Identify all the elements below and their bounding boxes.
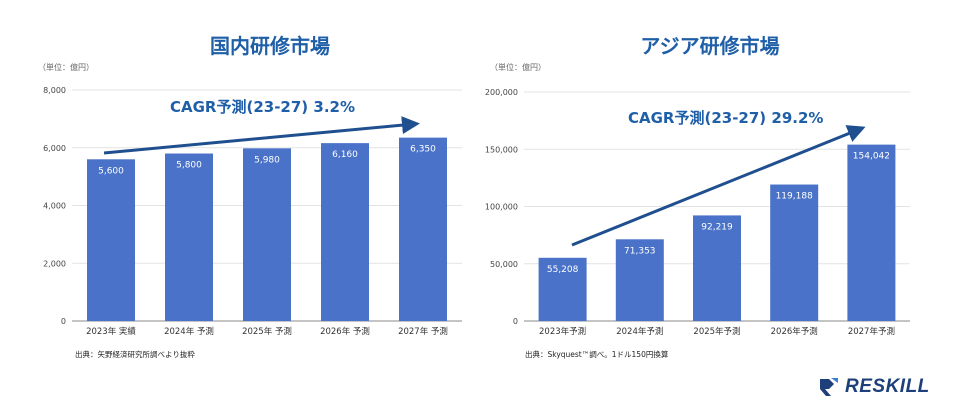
bar bbox=[243, 148, 291, 321]
bar bbox=[693, 215, 741, 321]
bar bbox=[538, 257, 587, 321]
bar bbox=[165, 153, 213, 321]
chart-title-domestic: 国内研修市場 bbox=[210, 34, 330, 58]
y-tick-label: 200,000 bbox=[485, 88, 518, 97]
trend-arrow bbox=[103, 116, 420, 155]
bar-value-label: 5,600 bbox=[98, 166, 124, 176]
reskill-logo-icon bbox=[820, 378, 838, 396]
x-category-label: 2025年予測 bbox=[693, 326, 740, 337]
y-tick-label: 50,000 bbox=[490, 260, 518, 269]
bar-value-label: 6,160 bbox=[332, 150, 358, 160]
y-tick-label: 150,000 bbox=[485, 145, 518, 154]
logo-text: RESKILL bbox=[845, 376, 930, 397]
source-note: 出典：Skyquest™調べ。1ドル150円換算 bbox=[525, 349, 669, 359]
y-tick-label: 8,000 bbox=[43, 86, 66, 95]
x-category-label: 2026年 予測 bbox=[320, 326, 370, 337]
x-category-label: 2023年予測 bbox=[539, 326, 586, 337]
x-category-label: 2024年 予測 bbox=[164, 326, 214, 337]
bar-value-label: 55,208 bbox=[547, 265, 579, 275]
x-category-label: 2024年予測 bbox=[616, 326, 663, 337]
bar bbox=[321, 143, 369, 321]
bar-value-label: 92,219 bbox=[701, 222, 733, 232]
y-tick-label: 100,000 bbox=[485, 203, 518, 212]
unit-label: （単位：億円） bbox=[38, 62, 94, 72]
y-tick-label: 0 bbox=[61, 317, 66, 326]
bar-value-label: 119,188 bbox=[776, 192, 813, 202]
cagr-annotation: CAGR予測(23-27) 3.2% bbox=[170, 98, 355, 116]
bar bbox=[615, 239, 664, 321]
y-tick-label: 6,000 bbox=[43, 144, 66, 153]
cagr-annotation: CAGR予測(23-27) 29.2% bbox=[628, 109, 823, 127]
bar-value-label: 5,980 bbox=[254, 155, 280, 165]
x-category-label: 2027年予測 bbox=[848, 326, 895, 337]
chart-domestic: （単位：億円） 0 2,000 4,000 6,000 8,000 5,600 2023年 実… bbox=[38, 62, 462, 359]
y-tick-label: 2,000 bbox=[43, 259, 66, 268]
logo: RESKILL bbox=[817, 375, 930, 399]
chart-asia: （単位：億円） 0 50,000 100,000 150,000 200,000 55,20… bbox=[485, 62, 910, 359]
bar bbox=[399, 137, 447, 321]
bar-value-label: 71,353 bbox=[624, 246, 656, 256]
x-category-label: 2027年 予測 bbox=[398, 326, 448, 337]
trend-arrow bbox=[571, 125, 866, 247]
bar-value-label: 154,042 bbox=[853, 152, 890, 162]
bar bbox=[770, 184, 819, 321]
unit-label: （単位：億円） bbox=[490, 62, 546, 72]
bar-value-label: 6,350 bbox=[410, 145, 436, 155]
x-category-label: 2026年予測 bbox=[771, 326, 818, 337]
source-note: 出典：矢野経済研究所調べより抜粋 bbox=[75, 349, 195, 359]
x-category-label: 2025年 予測 bbox=[242, 326, 292, 337]
bar bbox=[87, 159, 135, 321]
bar bbox=[847, 144, 896, 321]
y-tick-label: 0 bbox=[513, 317, 518, 326]
x-category-label: 2023年 実績 bbox=[86, 326, 136, 337]
bar-value-label: 5,800 bbox=[176, 161, 202, 171]
chart-title-asia: アジア研修市場 bbox=[640, 34, 780, 58]
y-tick-label: 4,000 bbox=[43, 202, 66, 211]
